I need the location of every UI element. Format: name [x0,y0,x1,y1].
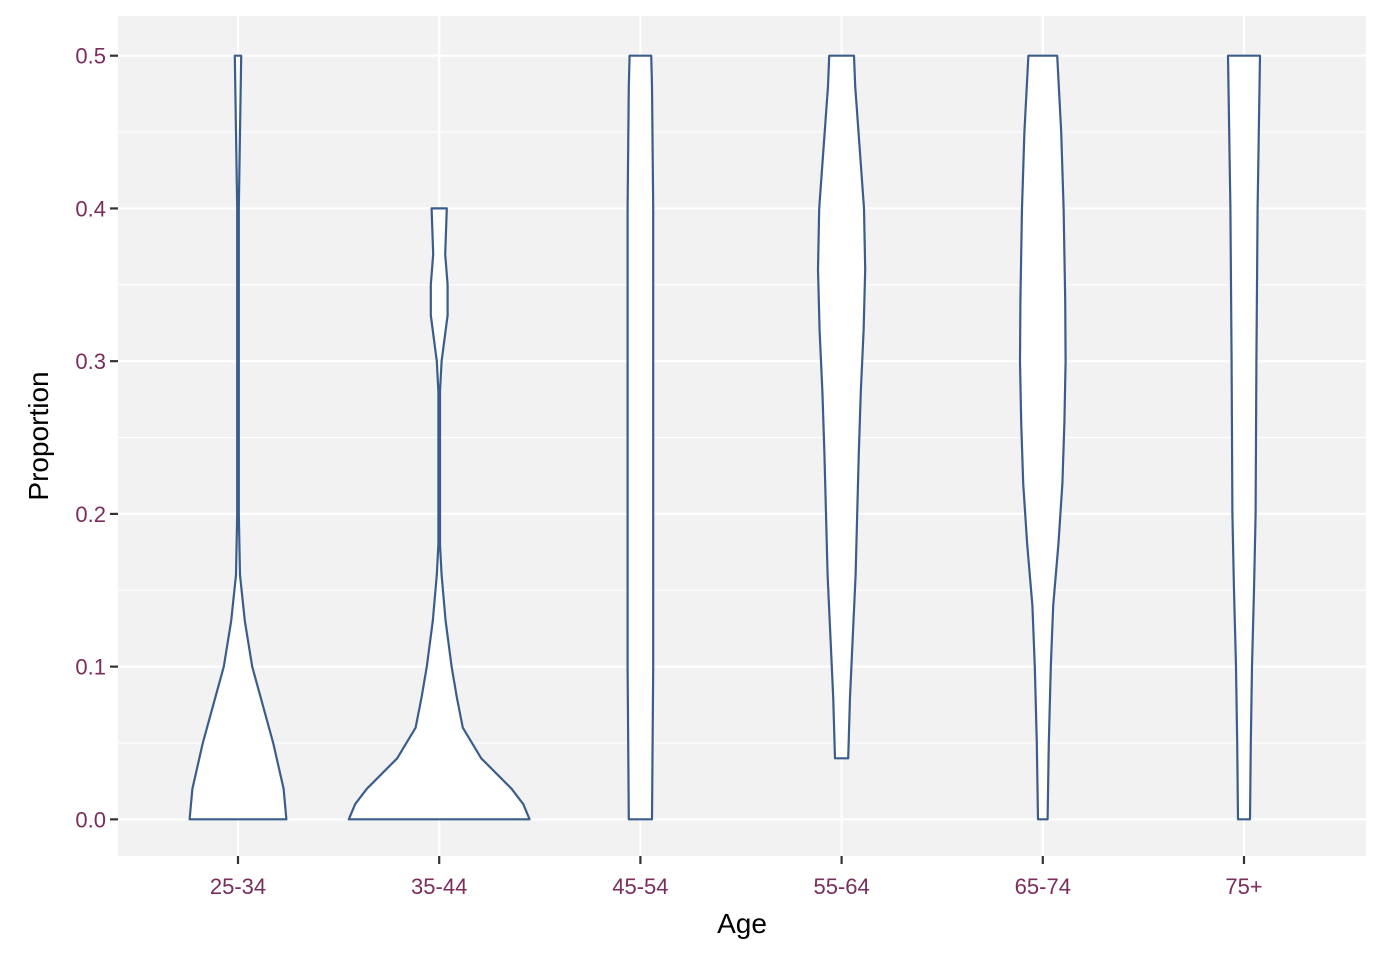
x-tick-label: 45-54 [612,874,668,899]
y-tick-label: 0.1 [75,655,106,680]
violin-layer [188,54,1262,821]
violin-65-74 [1018,54,1067,821]
violin-25-34 [188,54,288,821]
violin-35-44 [347,207,531,821]
y-axis: 0.0 0.1 0.2 0.3 0.4 0.5 [75,44,118,832]
x-tick-label: 65-74 [1015,874,1071,899]
y-tick-label: 0.4 [75,196,106,221]
x-tick-label: 55-64 [813,874,869,899]
y-tick-label: 0.5 [75,44,106,69]
y-axis-title: Proportion [23,371,54,500]
minor-grid [118,131,1366,744]
x-axis-title: Age [717,908,767,939]
x-tick-label: 25-34 [210,874,266,899]
violin-55-64 [816,54,867,760]
y-tick-label: 0.2 [75,502,106,527]
x-tick-label: 75+ [1225,874,1262,899]
x-tick-label: 35-44 [411,874,467,899]
x-axis: 25-34 35-44 45-54 55-64 65-74 75+ [210,856,1263,899]
violin-45-54 [626,54,655,821]
plot-panel [118,16,1366,856]
y-tick-label: 0.0 [75,807,106,832]
violin-75+ [1226,54,1262,821]
y-tick-label: 0.3 [75,349,106,374]
